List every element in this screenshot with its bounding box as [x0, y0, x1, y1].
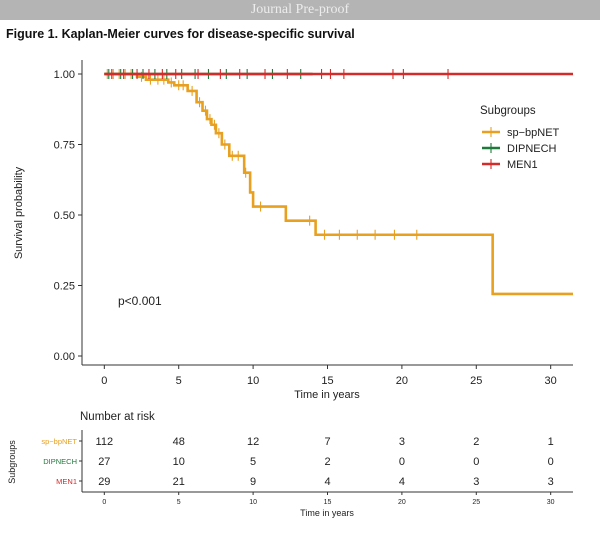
- legend: sp−bpNET DIPNECH MEN1: [482, 127, 560, 171]
- journal-preproof-banner: Journal Pre-proof: [0, 0, 600, 20]
- risk-count: 10: [173, 456, 185, 468]
- legend-label: MEN1: [507, 159, 538, 171]
- risk-x-tick-label: 15: [324, 499, 332, 506]
- x-tick-label: 25: [470, 375, 482, 387]
- risk-count: 0: [399, 456, 405, 468]
- risk-count: 21: [173, 476, 185, 488]
- risk-x-tick-label: 25: [472, 499, 480, 506]
- legend-label: sp−bpNET: [507, 127, 560, 139]
- y-axis-label: Survival probability: [13, 166, 25, 259]
- x-tick-label: 5: [176, 375, 182, 387]
- risk-count: 29: [98, 476, 110, 488]
- risk-count: 5: [250, 456, 256, 468]
- survival-curve-sp-bpnet: [104, 72, 573, 296]
- x-tick-label: 15: [321, 375, 333, 387]
- risk-count: 48: [173, 436, 185, 448]
- y-tick-label: 0.25: [54, 281, 75, 293]
- legend-label: DIPNECH: [507, 143, 557, 155]
- x-tick-label: 20: [396, 375, 408, 387]
- risk-count: 0: [548, 456, 554, 468]
- risk-count: 2: [324, 456, 330, 468]
- risk-x-tick-label: 10: [249, 499, 257, 506]
- x-ticks: 0 5 10 15 20 25 30: [101, 365, 557, 387]
- risk-x-tick-label: 20: [398, 499, 406, 506]
- survival-curves: [104, 69, 573, 296]
- risk-count: 1: [548, 436, 554, 448]
- risk-table-xlabel: Time in years: [300, 508, 354, 518]
- p-value-annotation: p<0.001: [118, 294, 162, 308]
- risk-count: 7: [324, 436, 330, 448]
- risk-row-label: MEN1: [56, 477, 77, 486]
- x-tick-label: 10: [247, 375, 259, 387]
- risk-count: 4: [399, 476, 405, 488]
- risk-table-title: Number at risk: [80, 411, 155, 423]
- risk-x-tick-label: 30: [547, 499, 555, 506]
- risk-count: 3: [473, 476, 479, 488]
- risk-count: 112: [96, 436, 114, 448]
- x-tick-label: 30: [545, 375, 557, 387]
- risk-row-label: sp−bpNET: [41, 437, 77, 446]
- risk-count: 9: [250, 476, 256, 488]
- y-tick-label: 1.00: [54, 69, 75, 81]
- legend-title: Subgroups: [480, 105, 536, 117]
- y-ticks: 0.00 0.25 0.50 0.75 1.00: [54, 69, 82, 363]
- x-axis-label: Time in years: [294, 389, 360, 401]
- risk-count: 27: [98, 456, 110, 468]
- risk-x-tick-label: 0: [102, 499, 106, 506]
- y-tick-label: 0.00: [54, 351, 75, 363]
- risk-count: 0: [473, 456, 479, 468]
- risk-row-label: DIPNECH: [43, 457, 77, 466]
- x-tick-label: 0: [101, 375, 107, 387]
- risk-table-ylabel: Subgroups: [7, 440, 17, 484]
- risk-x-tick-label: 5: [177, 499, 181, 506]
- risk-count: 3: [399, 436, 405, 448]
- risk-count: 4: [324, 476, 330, 488]
- y-tick-label: 0.50: [54, 210, 75, 222]
- risk-count: 12: [247, 436, 259, 448]
- figure-title: Figure 1. Kaplan-Meier curves for diseas…: [6, 27, 355, 41]
- y-tick-label: 0.75: [54, 140, 75, 152]
- risk-count: 2: [473, 436, 479, 448]
- risk-count: 3: [548, 476, 554, 488]
